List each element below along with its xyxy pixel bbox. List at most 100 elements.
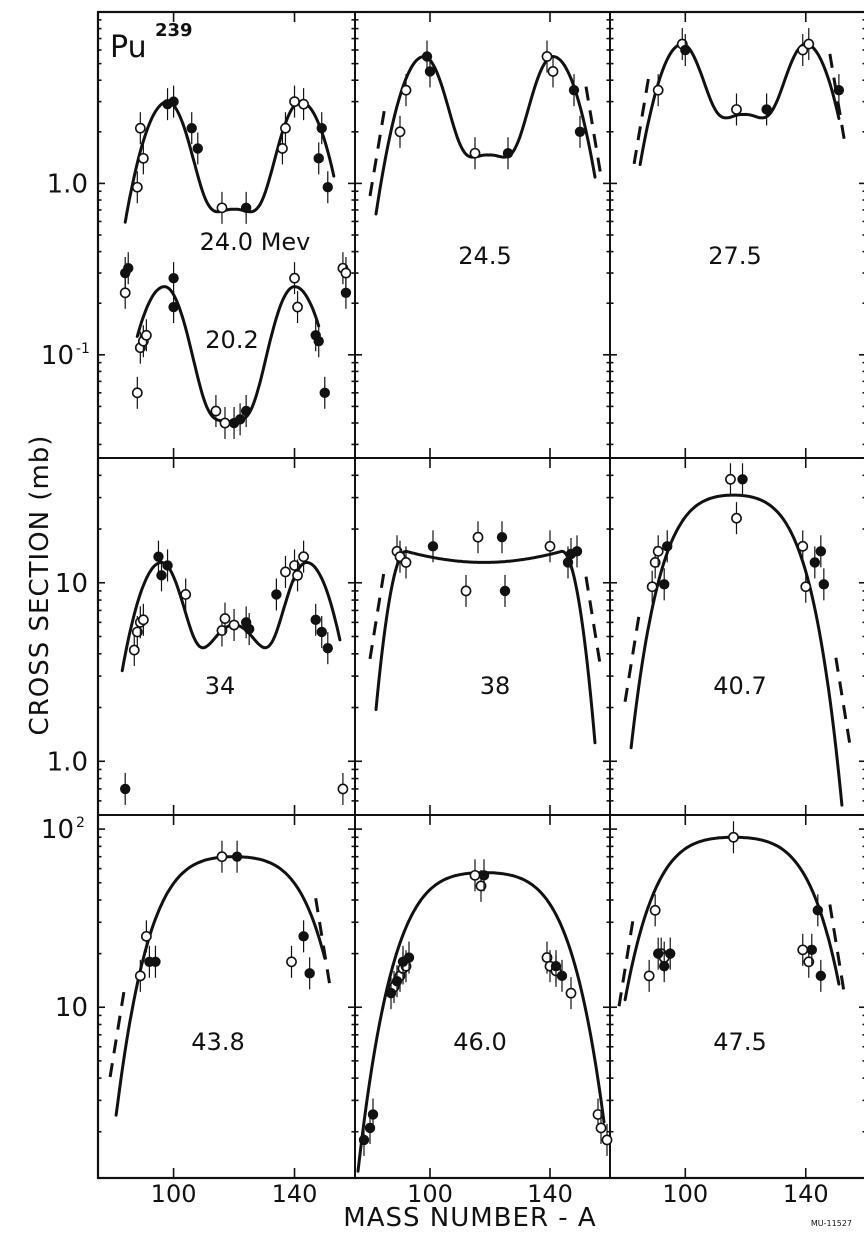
data-point-open [281,567,290,576]
panel-energy-label: 27.5 [708,242,761,270]
y-tick-exponent: 2 [76,815,85,831]
data-point-open [121,288,130,297]
data-point-filled [660,962,669,971]
data-point-filled [660,580,669,589]
data-point-open [133,183,142,192]
data-point-open [401,558,410,567]
y-tick-label: 10 [41,341,74,371]
panel-energy-label: 46.0 [453,1028,506,1056]
data-point-filled [681,45,690,54]
fit-curve-34 [122,562,340,670]
data-point-open [732,514,741,523]
panel-energy-label: 20.2 [205,326,258,354]
data-point-filled [163,561,172,570]
fit-curve-extrapolation [830,54,845,144]
data-point-filled [124,264,133,273]
element-label: Pu [110,30,147,65]
x-tick-label: 140 [783,1180,829,1208]
data-point-open [133,388,142,397]
data-point-filled [317,124,326,133]
data-points [121,28,844,1156]
data-point-filled [151,957,160,966]
data-point-filled [305,969,314,978]
plot-frame [98,12,864,1178]
data-point-filled [813,906,822,915]
data-point-open [290,97,299,106]
data-point-filled [428,542,437,551]
data-point-filled [738,475,747,484]
data-point-open [473,533,482,542]
data-point-open [732,105,741,114]
data-point-open [220,418,229,427]
panel-energy-label: 43.8 [191,1028,244,1056]
x-axis-label: MASS NUMBER - A [343,1203,596,1233]
panel-energy-label: 40.7 [713,672,766,700]
data-point-open [461,586,470,595]
data-point-open [217,203,226,212]
fit-curve-43.8 [116,857,325,1115]
data-point-open [470,149,479,158]
data-point-open [338,784,347,793]
data-point-filled [169,97,178,106]
y-tick-exponent: -1 [76,341,90,357]
data-point-filled [157,571,166,580]
data-point-filled [314,337,323,346]
fit-curve-24.0Mev [125,102,334,223]
fit-curve-24.5 [376,57,595,215]
fit-curve-20.2 [137,287,318,422]
element-mass-superscript: 239 [155,20,193,41]
data-point-open [341,268,350,277]
data-point-filled [819,580,828,589]
outer-frame [98,12,864,1178]
data-point-filled [762,105,771,114]
data-point-filled [663,542,672,551]
data-point-open [470,871,479,880]
data-point-open [804,39,813,48]
data-point-open [798,542,807,551]
fit-curve-38 [376,551,595,743]
data-point-filled [242,203,251,212]
data-point-filled [311,615,320,624]
data-point-open [645,971,654,980]
figure-code: MU-11527 [811,1219,852,1228]
x-tick-label: 100 [151,1180,197,1208]
data-point-open [142,331,151,340]
y-tick-label: 10 [55,993,88,1023]
data-point-filled [500,586,509,595]
data-point-open [299,552,308,561]
data-point-open [729,833,738,842]
data-point-filled [557,971,566,980]
data-point-open [596,1123,605,1132]
data-point-filled [242,406,251,415]
data-point-open [229,620,238,629]
data-point-open [654,547,663,556]
data-point-open [290,274,299,283]
data-point-filled [425,67,434,76]
x-tick-label: 100 [662,1180,708,1208]
data-point-open [798,945,807,954]
data-point-filled [232,852,241,861]
data-point-filled [807,945,816,954]
data-point-filled [479,871,488,880]
data-point-filled [187,124,196,133]
data-point-open [211,406,220,415]
data-point-open [136,971,145,980]
data-point-open [220,614,229,623]
data-point-open [142,932,151,941]
data-point-open [654,86,663,95]
data-point-filled [816,971,825,980]
data-point-open [401,86,410,95]
data-point-open [293,302,302,311]
data-point-filled [404,953,413,962]
fit-curve-46.0 [358,873,604,1172]
data-point-open [548,67,557,76]
data-point-open [217,852,226,861]
panel-energy-label: 24.0 Mev [200,228,311,256]
data-point-filled [121,784,130,793]
panel-energy-label: 38 [480,672,511,700]
data-point-open [651,906,660,915]
data-point-filled [323,644,332,653]
fit-curve-extrapolation [370,106,385,196]
plot-labels: 100 100 100140 140 1401.010 -1101.010 21024.0 … [41,169,829,1208]
y-axis-label: CROSS SECTION (mb) [25,435,55,736]
